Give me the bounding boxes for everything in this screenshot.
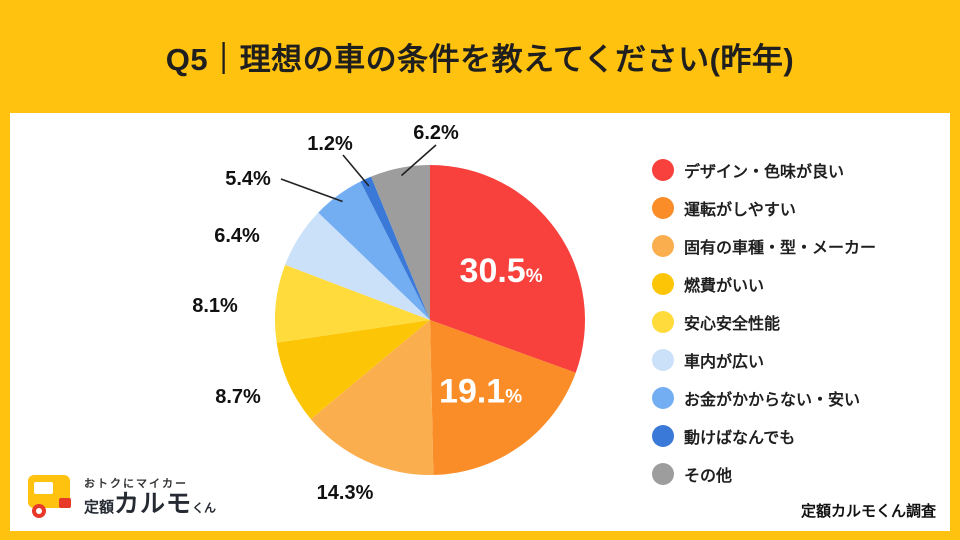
logo-brand-suffix: くん: [192, 501, 217, 516]
legend-label: 固有の車種・型・メーカー: [684, 240, 877, 257]
pie-value-label-outside: 6.2%: [413, 122, 459, 144]
logo-brand: 定額 カルモ くん: [84, 490, 216, 519]
pie-slice-8: [360, 176, 430, 320]
legend-swatch: [652, 425, 674, 447]
legend: デザイン・色味が良い 運転がしやすい固有の車種・型・メーカー 燃費がいい安心安全性能…: [652, 159, 876, 501]
legend-swatch: [652, 197, 674, 219]
source-note: 定額カルモくん調査: [800, 503, 936, 520]
pie-value-label-outside: 8.7%: [215, 386, 261, 408]
legend-swatch: [652, 235, 674, 257]
pie-value-label-inside: 19.1%: [439, 373, 522, 411]
logo-tagline: おトクにマイカー: [84, 477, 188, 490]
pie-slice-5: [274, 264, 430, 343]
legend-label: 動けばなんでも: [684, 430, 796, 447]
pie-value-label-outside: 8.1%: [192, 295, 238, 317]
truck-icon: [28, 475, 71, 518]
pie-value-label-outside: 6.4%: [214, 225, 260, 247]
page-title: Q5｜理想の車の条件を教えてください(昨年): [165, 42, 795, 77]
legend-swatch: [652, 349, 674, 371]
legend-label: 安心安全性能: [684, 316, 781, 333]
pie-chart: 30.5% 19.1% 14.3% 8.7% 8.1% 6.4% 5.4% 1.2% 6.2%: [192, 122, 586, 504]
pie-slice-3: [310, 320, 434, 475]
pie-leader-line: [342, 154, 370, 187]
logo-brand-prefix: 定額: [84, 499, 115, 517]
pie-value-label-outside: 1.2%: [307, 133, 353, 155]
pie-leader-line: [400, 144, 437, 177]
pie-slice-9: [371, 165, 430, 320]
legend-item: 運転がしやすい: [652, 197, 876, 219]
legend-item: お金がかからない・安い: [652, 387, 876, 409]
legend-swatch: [652, 387, 674, 409]
header-banner: Q5｜理想の車の条件を教えてください(昨年): [0, 0, 960, 113]
pie-slice-7: [318, 181, 430, 320]
legend-item: デザイン・色味が良い: [652, 159, 876, 181]
legend-item: 固有の車種・型・メーカー: [652, 235, 876, 257]
pie-slice-6: [285, 212, 430, 320]
legend-item: 動けばなんでも: [652, 425, 876, 447]
legend-label: 運転がしやすい: [684, 202, 796, 219]
legend-label: お金がかからない・安い: [684, 392, 861, 409]
legend-swatch: [652, 463, 674, 485]
pie-leader-line: [280, 178, 343, 203]
logo-text: おトクにマイカー 定額 カルモ くん: [84, 478, 216, 519]
legend-label: 車内が広い: [684, 354, 765, 371]
legend-swatch: [652, 311, 674, 333]
legend-item: 燃費がいい: [652, 273, 876, 295]
brand-logo: おトクにマイカー 定額 カルモ くん: [26, 473, 216, 519]
legend-item: 車内が広い: [652, 349, 876, 371]
chart-panel: 30.5% 19.1% 14.3% 8.7% 8.1% 6.4% 5.4% 1.2% 6.2% …: [10, 113, 950, 531]
pie-slice-4: [276, 320, 430, 420]
pie-slice-2: [430, 320, 576, 475]
legend-label: デザイン・色味が良い: [684, 164, 845, 181]
logo-brand-main: カルモ: [114, 490, 193, 519]
legend-item: 安心安全性能: [652, 311, 876, 333]
legend-label: その他: [684, 468, 733, 485]
pie-value-label-outside: 14.3%: [317, 482, 374, 504]
legend-swatch: [652, 273, 674, 295]
pie-slice-1: [430, 165, 586, 373]
pie-value-label-inside: 30.5%: [460, 252, 543, 290]
legend-item: その他: [652, 463, 876, 485]
pie-value-label-outside: 5.4%: [225, 168, 271, 190]
legend-label: 燃費がいい: [684, 278, 765, 295]
legend-swatch: [652, 159, 674, 181]
